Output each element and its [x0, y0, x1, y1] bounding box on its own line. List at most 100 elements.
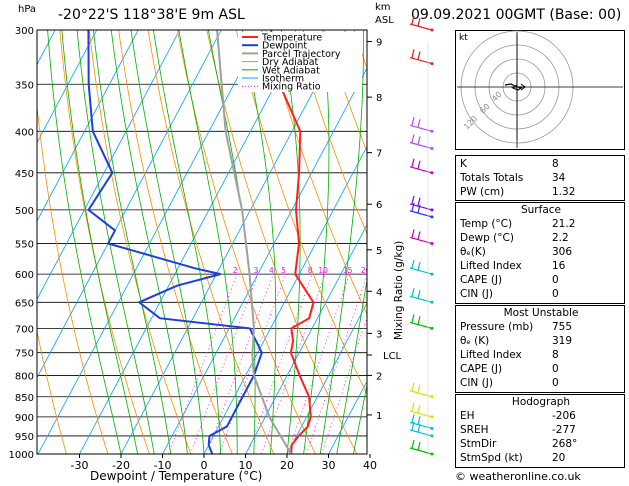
pressure-tick-label: 450 [15, 169, 34, 180]
unstable-value: 8 [552, 349, 559, 361]
dry-adiabat-line [118, 30, 233, 454]
hodograph-table: Hodograph EH -206 SREH -277 StmDir 268° Stm… [455, 394, 625, 468]
pressure-tick-label: 550 [15, 239, 34, 250]
wind-barb-point [430, 28, 434, 32]
wind-barb [411, 414, 415, 423]
hodo-row: SREH -277 [456, 424, 626, 437]
mixing-ratio-label: 15 [343, 266, 353, 275]
mixing-ratio-label: 3 [254, 266, 259, 275]
index-row-tt: Totals Totals 34 [456, 172, 626, 185]
surface-row: Temp (°C) 21.2 [456, 218, 626, 231]
wind-barb [409, 390, 433, 398]
mixing-ratio-label: 5 [281, 266, 286, 275]
km-tick-label: 8 [376, 93, 382, 104]
unstable-row: CIN (J) 0 [456, 377, 626, 390]
surface-table: Surface Temp (°C) 21.2 Dewp (°C) 2.2 θₑ(K)… [455, 202, 625, 304]
mixing-ratio-label: 20 [361, 266, 371, 275]
wind-barb [409, 447, 433, 455]
wind-barb-point [430, 326, 434, 330]
isotherm-line [79, 30, 305, 454]
unstable-row: CAPE (J) 0 [456, 363, 626, 376]
pressure-tick-label: 850 [15, 393, 34, 404]
unstable-value: 755 [552, 321, 573, 333]
index-value: 8 [552, 158, 559, 170]
surface-value: 16 [552, 260, 566, 272]
wind-barb [409, 141, 433, 150]
wet-adiabat-line [319, 30, 365, 454]
wind-barb-point [430, 241, 434, 245]
wind-barb [409, 321, 433, 329]
x-tick-label: 10 [239, 459, 253, 472]
legend-label: Dewpoint [262, 41, 307, 52]
wind-barb [417, 261, 421, 271]
surface-row: Lifted Index 16 [456, 260, 626, 273]
unstable-label: Lifted Index [460, 349, 522, 361]
km-tick-label: 5 [376, 246, 382, 257]
wind-barb [411, 421, 415, 431]
surface-label: Temp (°C) [460, 218, 513, 230]
surface-label: CIN (J) [460, 288, 493, 300]
mixing-ratio-label: 2 [233, 266, 238, 275]
isotherm-line [286, 302, 367, 454]
hodograph-table-title: Hodograph [511, 396, 571, 408]
surface-row: Dewp (°C) 2.2 [456, 232, 626, 245]
wind-barb [409, 236, 433, 245]
wind-barb [411, 202, 415, 212]
hodo-label: StmSpd (kt) [460, 452, 523, 464]
km-tick-label: 2 [376, 371, 382, 382]
km-tick-label: 7 [376, 149, 382, 160]
legend-box [238, 32, 362, 92]
surface-value: 0 [552, 274, 559, 286]
wind-barb [411, 195, 415, 205]
wind-barb [411, 49, 415, 58]
mixing-ratio-label: 25 [375, 266, 385, 275]
pressure-tick-label: 500 [15, 206, 34, 217]
wind-barb-point [430, 395, 434, 399]
index-label: K [460, 158, 467, 170]
temperature-line [270, 30, 315, 454]
surface-value: 306 [552, 246, 573, 258]
isotherm-line [245, 223, 367, 454]
surface-label: Dewp (°C) [460, 232, 514, 244]
wind-barb [417, 160, 421, 169]
wind-barb [417, 197, 421, 207]
hodo-value: 268° [552, 438, 578, 450]
parcel-line [216, 30, 293, 454]
wind-barb-point [430, 129, 434, 133]
isotherm-line [203, 145, 367, 454]
dry-adiabat-line [37, 102, 109, 454]
index-label: Totals Totals [460, 172, 524, 184]
wind-barb [409, 267, 433, 275]
index-value: 34 [552, 172, 566, 184]
wind-barb [417, 17, 421, 27]
isotherm-line [37, 30, 264, 454]
km-tick-label: 4 [376, 287, 382, 298]
wind-barb-point [430, 300, 434, 304]
x-tick-label: 40 [363, 459, 377, 472]
wind-barb-point [430, 62, 434, 66]
wet-adiabat-line [130, 30, 205, 454]
hodo-label: EH [460, 410, 475, 422]
legend-label: Mixing Ratio [262, 82, 321, 93]
hodo-row: StmDir 268° [456, 438, 626, 451]
wind-barb [411, 439, 415, 449]
hodo-label: StmDir [460, 438, 497, 450]
wind-barb [411, 259, 415, 269]
wind-barb [417, 204, 421, 214]
unstable-row: θₑ (K) 319 [456, 335, 626, 348]
dry-adiabat-line [59, 30, 150, 454]
pressure-tick-label: 600 [15, 270, 34, 281]
mixing-ratio-line [321, 316, 367, 454]
wet-adiabat-line [152, 30, 221, 454]
wind-barb-point [430, 215, 434, 219]
hodograph-kt-label: kt [459, 33, 468, 43]
wind-barb [409, 429, 433, 437]
x-tick-label: 20 [280, 459, 294, 472]
wet-adiabat-line [178, 30, 238, 454]
unstable-value: 0 [552, 377, 559, 389]
pressure-tick-label: 700 [15, 324, 34, 335]
km-tick-label: 6 [376, 200, 382, 211]
legend-label: Isotherm [262, 74, 304, 85]
wind-barb [417, 316, 421, 325]
pressure-tick-label: 800 [15, 371, 34, 382]
